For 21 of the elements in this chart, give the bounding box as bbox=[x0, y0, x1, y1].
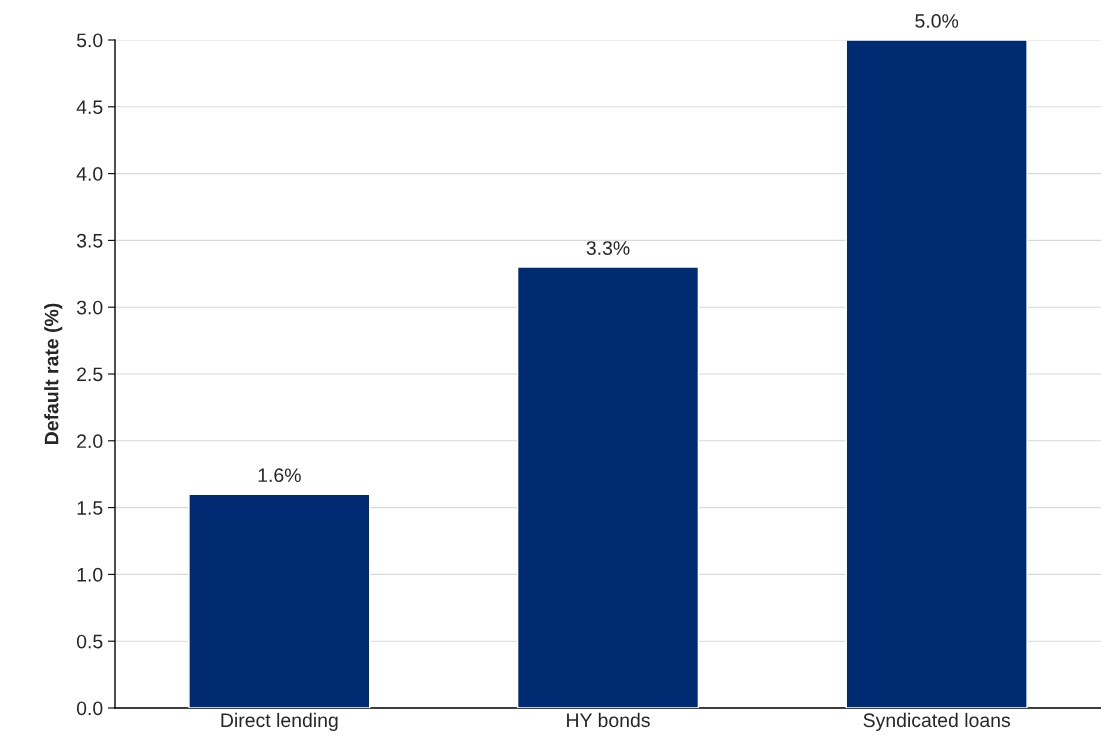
data-label: 5.0% bbox=[915, 14, 959, 28]
bar bbox=[516, 266, 700, 708]
y-tick-label: 0.0 bbox=[76, 701, 103, 716]
data-label: 3.3% bbox=[586, 241, 630, 255]
y-tick-label: 5.0 bbox=[76, 33, 103, 48]
y-tick-label: 2.5 bbox=[77, 367, 103, 382]
y-tick-label: 3.0 bbox=[76, 300, 103, 315]
bar bbox=[188, 493, 371, 708]
y-tick-label: 0.5 bbox=[76, 634, 103, 649]
y-tick-label: 2.0 bbox=[77, 434, 103, 449]
y-axis-title: Default rate (%) bbox=[44, 303, 63, 444]
bar bbox=[845, 40, 1028, 708]
y-tick-label: 4.0 bbox=[76, 167, 103, 181]
y-tick-label: 4.5 bbox=[76, 100, 103, 115]
data-label: 1.6% bbox=[258, 468, 301, 483]
x-tick-label: Syndicated loans bbox=[863, 712, 1011, 731]
y-tick-label: 1.5 bbox=[77, 501, 103, 515]
x-tick-label: Direct lending bbox=[221, 712, 338, 731]
y-tick-label: 1.0 bbox=[77, 567, 103, 582]
y-tick-label: 3.5 bbox=[76, 233, 103, 248]
x-tick-label: HY bonds bbox=[567, 712, 650, 728]
